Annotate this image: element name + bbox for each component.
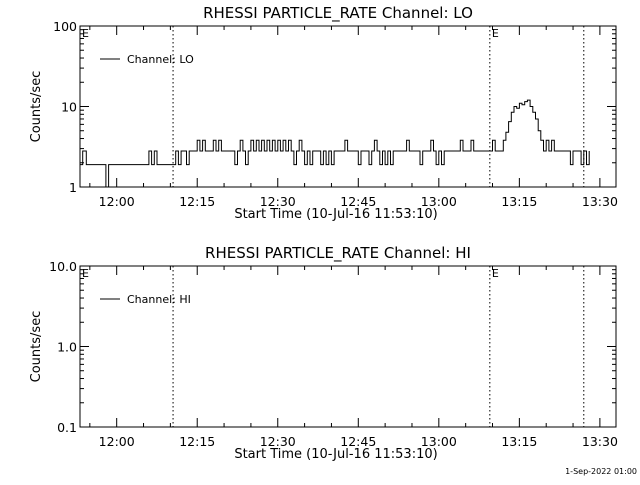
series-line xyxy=(80,99,590,188)
x-tick-label: 12:30 xyxy=(260,194,296,209)
y-tick-label: 100 xyxy=(53,19,77,34)
x-tick-label: 13:15 xyxy=(501,194,537,209)
x-tick-label: 13:30 xyxy=(582,434,618,449)
y-tick-label: 10 xyxy=(61,100,77,115)
legend-label: Channel: LO xyxy=(127,53,194,66)
event-marker-label: E xyxy=(492,267,499,280)
x-tick-label: 12:30 xyxy=(260,434,296,449)
x-tick-label: 12:00 xyxy=(99,434,135,449)
y-tick-label: 1.0 xyxy=(57,340,77,355)
panel-lo: RHESSI PARTICLE_RATE Channel: LO 1 10 100 12… xyxy=(29,4,618,222)
x-axis-label: Start Time (10-Jul-16 11:53:10) xyxy=(234,207,437,222)
x-tick-label: 12:45 xyxy=(340,194,376,209)
x-tick-label: 12:00 xyxy=(99,194,135,209)
plot-frame xyxy=(79,265,617,428)
x-axis-label: Start Time (10-Jul-16 11:53:10) xyxy=(234,447,437,462)
y-tick-label: 1 xyxy=(69,180,77,195)
chart-title: RHESSI PARTICLE_RATE Channel: HI xyxy=(205,244,471,263)
x-tick-label: 13:00 xyxy=(421,434,457,449)
x-tick-label: 13:00 xyxy=(421,194,457,209)
event-marker-label: E xyxy=(492,27,499,40)
x-tick-label: 13:30 xyxy=(582,194,618,209)
footer-timestamp: 1-Sep-2022 01:00 xyxy=(565,467,637,476)
corner-label: E xyxy=(82,267,89,280)
x-tick-label: 12:15 xyxy=(179,434,215,449)
chart-title: RHESSI PARTICLE_RATE Channel: LO xyxy=(203,4,473,23)
panel-hi: RHESSI PARTICLE_RATE Channel: HI 0.1 1.0 10… xyxy=(29,244,618,462)
corner-label: E xyxy=(82,27,89,40)
legend-label: Channel: HI xyxy=(127,293,191,306)
y-tick-label: 10.0 xyxy=(49,259,77,274)
plot-frame xyxy=(79,25,617,188)
x-tick-label: 13:15 xyxy=(501,434,537,449)
y-axis-label: Counts/sec xyxy=(29,311,44,383)
x-tick-label: 12:15 xyxy=(179,194,215,209)
y-tick-label: 0.1 xyxy=(57,420,77,435)
x-tick-label: 12:45 xyxy=(340,434,376,449)
y-axis-label: Counts/sec xyxy=(29,71,44,143)
